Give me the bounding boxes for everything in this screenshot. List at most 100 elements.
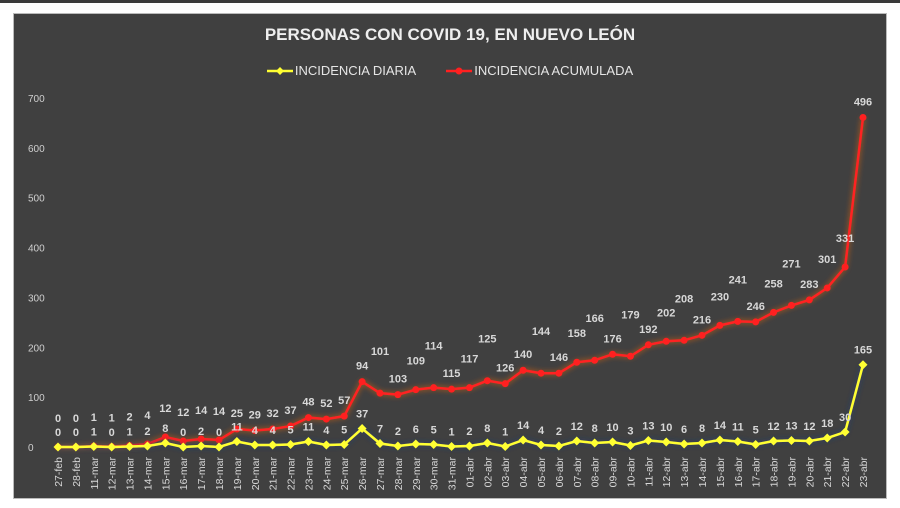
data-label-acumulada: 12 <box>177 407 189 419</box>
data-label-diaria: 14 <box>714 420 727 432</box>
data-label-diaria: 12 <box>767 421 779 433</box>
x-tick-label: 31-mar <box>447 457 459 491</box>
point-acumulada <box>644 341 652 349</box>
data-label-diaria: 4 <box>252 425 259 437</box>
x-tick-label: 18-abr <box>769 457 781 488</box>
data-label-diaria: 13 <box>642 421 654 433</box>
y-tick-label: 500 <box>28 194 45 205</box>
point-acumulada <box>662 337 670 345</box>
legend-item-acumulada: INCIDENCIA ACUMULADA <box>446 63 633 78</box>
data-label-acumulada: 166 <box>585 313 603 325</box>
data-label-diaria: 6 <box>681 424 687 436</box>
data-label-acumulada: 202 <box>657 307 675 319</box>
x-tick-label: 15-abr <box>715 457 727 488</box>
data-label-diaria: 37 <box>356 409 368 421</box>
y-tick-label: 400 <box>28 244 45 255</box>
data-label-diaria: 4 <box>270 425 277 437</box>
data-label-diaria: 1 <box>91 427 97 439</box>
point-acumulada <box>787 301 795 309</box>
x-tick-label: 29-mar <box>411 457 423 491</box>
data-label-diaria: 0 <box>180 427 186 439</box>
data-label-diaria: 8 <box>699 423 705 435</box>
x-tick-label: 14-mar <box>142 457 154 491</box>
point-diaria <box>715 435 725 445</box>
point-diaria <box>268 440 278 450</box>
point-acumulada <box>197 435 205 443</box>
point-diaria <box>357 424 367 434</box>
data-label-diaria: 1 <box>126 427 132 439</box>
data-label-diaria: 5 <box>287 425 293 437</box>
x-tick-label: 12-abr <box>661 457 673 488</box>
point-acumulada <box>233 425 241 433</box>
point-acumulada <box>805 296 813 304</box>
data-label-acumulada: 241 <box>729 274 747 286</box>
point-acumulada <box>483 377 491 385</box>
point-acumulada <box>680 336 688 344</box>
legend-marker-acumulada <box>446 67 473 74</box>
data-label-diaria: 6 <box>413 424 419 436</box>
point-diaria <box>178 442 188 452</box>
data-label-acumulada: 109 <box>407 356 425 368</box>
point-diaria <box>393 441 403 451</box>
data-label-diaria: 0 <box>73 427 79 439</box>
data-label-acumulada: 0 <box>73 413 79 425</box>
data-label-acumulada: 12 <box>159 403 171 415</box>
x-tick-label: 02-abr <box>482 457 494 488</box>
x-tick-label: 05-abr <box>536 457 548 488</box>
legend: INCIDENCIA DIARIA INCIDENCIA ACUMULADA <box>0 63 900 78</box>
point-acumulada <box>501 380 509 388</box>
point-diaria <box>661 437 671 447</box>
point-diaria <box>822 433 832 443</box>
point-diaria <box>89 442 99 452</box>
point-diaria <box>554 441 564 451</box>
point-acumulada <box>841 263 849 271</box>
point-acumulada <box>537 369 545 377</box>
data-label-acumulada: 48 <box>302 397 314 409</box>
point-diaria <box>518 435 528 445</box>
data-label-acumulada: 146 <box>550 352 568 364</box>
x-tick-label: 07-abr <box>572 457 584 488</box>
x-tick-label: 12-mar <box>107 457 119 491</box>
point-diaria <box>339 440 349 450</box>
point-diaria <box>804 436 814 446</box>
point-diaria <box>321 440 331 450</box>
x-tick-label: 30-mar <box>429 457 441 491</box>
point-acumulada <box>752 318 760 326</box>
point-diaria <box>447 442 457 452</box>
data-label-acumulada: 125 <box>478 334 496 346</box>
point-acumulada <box>716 321 724 329</box>
point-diaria <box>769 436 779 446</box>
data-label-diaria: 11 <box>732 422 744 434</box>
point-diaria <box>608 437 618 447</box>
x-tick-label: 28-mar <box>393 457 405 491</box>
data-label-diaria: 0 <box>109 427 115 439</box>
x-tick-label: 18-mar <box>214 457 226 491</box>
point-diaria <box>53 442 63 452</box>
point-diaria <box>464 441 474 451</box>
data-label-acumulada: 496 <box>854 96 872 108</box>
point-diaria <box>572 436 582 446</box>
x-tick-label: 13-mar <box>125 457 137 491</box>
point-acumulada <box>591 356 599 364</box>
x-tick-label: 08-abr <box>590 457 602 488</box>
x-tick-label: 11-mar <box>89 457 101 490</box>
data-label-diaria: 7 <box>377 424 383 436</box>
data-label-diaria: 0 <box>216 427 222 439</box>
data-label-acumulada: 144 <box>532 326 551 338</box>
x-tick-label: 16-mar <box>178 457 190 491</box>
legend-label-diaria: INCIDENCIA DIARIA <box>294 63 417 78</box>
data-label-acumulada: 1 <box>109 413 115 425</box>
data-label-diaria: 5 <box>341 425 347 437</box>
point-diaria <box>625 441 635 451</box>
legend-marker-diaria <box>266 66 293 75</box>
point-acumulada <box>734 317 742 325</box>
point-diaria <box>125 442 135 452</box>
data-label-acumulada: 103 <box>389 374 407 386</box>
point-acumulada <box>859 113 867 121</box>
data-label-acumulada: 52 <box>320 398 332 410</box>
point-diaria <box>500 442 510 452</box>
point-acumulada <box>179 437 187 445</box>
point-diaria <box>751 440 761 450</box>
point-diaria <box>786 436 796 446</box>
data-label-diaria: 11 <box>231 422 243 434</box>
